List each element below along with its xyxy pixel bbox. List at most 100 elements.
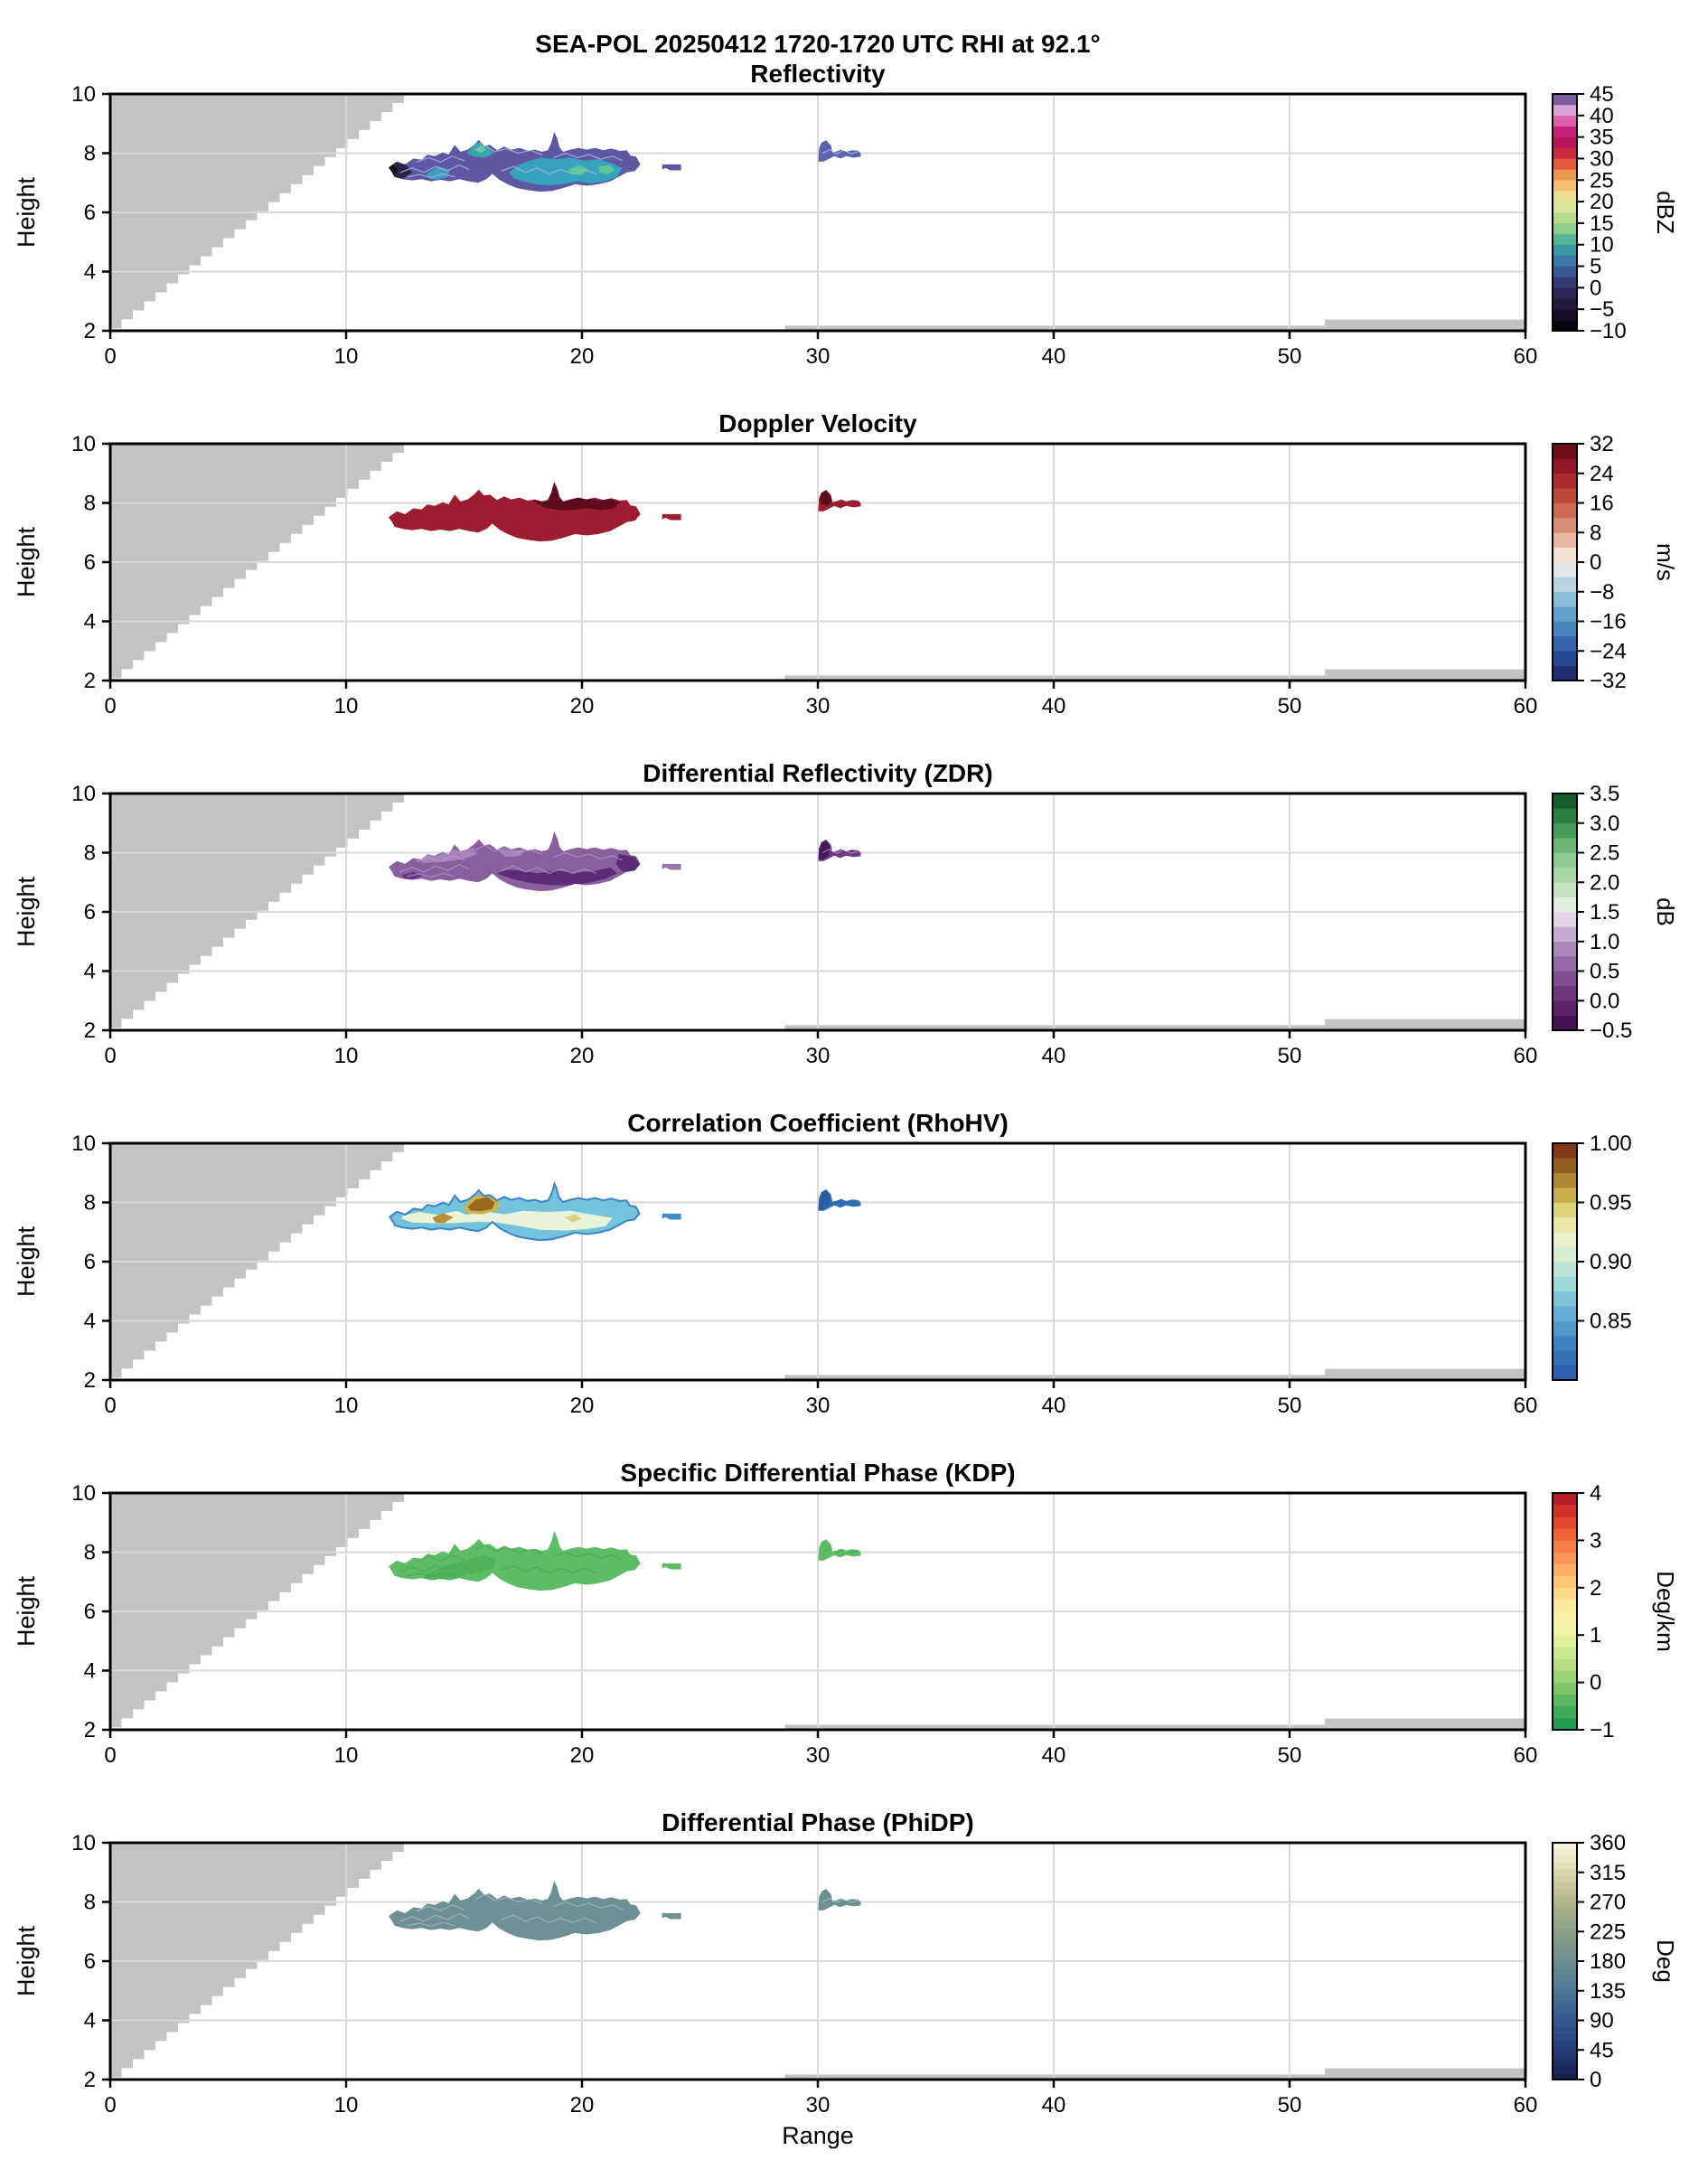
svg-text:0: 0 <box>104 1743 116 1768</box>
panel-title-doppler-velocity: Doppler Velocity <box>718 409 917 437</box>
svg-text:−5: −5 <box>1590 297 1614 322</box>
y-tick-labels: 2 4 6 8 10 <box>71 1481 110 1742</box>
svg-text:2: 2 <box>84 1019 96 1043</box>
svg-text:135: 135 <box>1590 1979 1626 2004</box>
svg-text:0: 0 <box>104 1394 116 1418</box>
svg-text:50: 50 <box>1278 344 1302 369</box>
svg-text:1.0: 1.0 <box>1590 930 1619 954</box>
svg-text:30: 30 <box>1590 146 1614 171</box>
svg-text:6: 6 <box>84 550 96 575</box>
svg-text:0: 0 <box>104 344 116 369</box>
svg-text:−32: −32 <box>1590 669 1627 693</box>
svg-text:40: 40 <box>1042 694 1066 718</box>
svg-text:50: 50 <box>1278 2093 1302 2117</box>
svg-text:24: 24 <box>1590 462 1614 486</box>
svg-text:4: 4 <box>84 960 96 984</box>
svg-text:0: 0 <box>1590 276 1601 300</box>
colorbar-unit-reflectivity: dBZ <box>1652 191 1679 234</box>
colorbar-doppler-velocity: 32 24 16 8 0 −8 −16 −24 −32 m/s <box>1552 432 1679 693</box>
svg-text:10: 10 <box>334 694 359 718</box>
svg-text:360: 360 <box>1590 1831 1626 1855</box>
svg-text:25: 25 <box>1590 168 1614 192</box>
panel-rhohv: 0 10 20 30 40 50 60 2 4 6 8 10 Height Correlation Coe… <box>13 1109 1632 1418</box>
panel-title-reflectivity: Reflectivity <box>750 60 886 88</box>
svg-text:45: 45 <box>1590 2038 1614 2062</box>
svg-text:20: 20 <box>570 1743 595 1768</box>
svg-text:0.95: 0.95 <box>1590 1191 1632 1216</box>
colorbar-unit-zdr: dB <box>1652 897 1679 926</box>
y-tick-labels: 2 4 6 8 10 <box>71 1831 110 2092</box>
svg-text:4: 4 <box>1590 1481 1601 1506</box>
svg-text:60: 60 <box>1514 2093 1538 2117</box>
panel-title-kdp: Specific Differential Phase (KDP) <box>620 1459 1015 1487</box>
svg-text:1.5: 1.5 <box>1590 900 1619 925</box>
svg-text:10: 10 <box>334 1394 359 1418</box>
svg-text:8: 8 <box>84 841 96 866</box>
svg-text:3.0: 3.0 <box>1590 812 1619 836</box>
svg-text:20: 20 <box>570 344 595 369</box>
echo-doppler-velocity <box>389 481 861 542</box>
svg-text:35: 35 <box>1590 126 1614 150</box>
svg-text:10: 10 <box>334 2093 359 2117</box>
svg-text:180: 180 <box>1590 1949 1626 1974</box>
svg-text:2: 2 <box>84 1718 96 1742</box>
y-axis-label: Height <box>13 876 40 947</box>
svg-text:−10: −10 <box>1590 319 1627 343</box>
colorbar-zdr: 3.5 3.0 2.5 2.0 1.5 1.0 0.5 0.0 −0.5 dB <box>1552 782 1679 1043</box>
svg-text:30: 30 <box>806 1394 831 1418</box>
y-axis-label: Height <box>13 1925 40 1996</box>
svg-text:−1: −1 <box>1590 1718 1614 1742</box>
svg-text:10: 10 <box>1590 233 1614 258</box>
svg-text:50: 50 <box>1278 1743 1302 1768</box>
svg-text:4: 4 <box>84 1659 96 1684</box>
svg-text:0.0: 0.0 <box>1590 989 1619 1013</box>
svg-text:−16: −16 <box>1590 610 1627 634</box>
svg-text:4: 4 <box>84 2009 96 2033</box>
svg-text:40: 40 <box>1042 1394 1066 1418</box>
svg-text:315: 315 <box>1590 1861 1626 1885</box>
svg-text:60: 60 <box>1514 1394 1538 1418</box>
svg-text:2: 2 <box>84 2068 96 2092</box>
svg-text:1.00: 1.00 <box>1590 1131 1632 1156</box>
svg-text:8: 8 <box>84 1541 96 1565</box>
svg-text:6: 6 <box>84 1600 96 1624</box>
svg-text:6: 6 <box>84 900 96 925</box>
colorbar-unit-doppler-velocity: m/s <box>1652 543 1679 581</box>
x-tick-labels: 0 10 20 30 40 50 60 <box>104 1730 1537 1768</box>
svg-text:−24: −24 <box>1590 639 1627 663</box>
svg-text:32: 32 <box>1590 432 1614 456</box>
svg-text:4: 4 <box>84 260 96 285</box>
svg-text:40: 40 <box>1042 2093 1066 2117</box>
svg-text:6: 6 <box>84 201 96 225</box>
svg-text:60: 60 <box>1514 694 1538 718</box>
svg-text:40: 40 <box>1042 344 1066 369</box>
svg-text:40: 40 <box>1042 1743 1066 1768</box>
y-axis-label: Height <box>13 526 40 597</box>
svg-text:5: 5 <box>1590 255 1601 279</box>
y-axis-label: Height <box>13 1575 40 1647</box>
svg-text:40: 40 <box>1042 1044 1066 1068</box>
svg-text:0: 0 <box>104 694 116 718</box>
svg-text:2: 2 <box>84 1368 96 1393</box>
svg-text:30: 30 <box>806 1743 831 1768</box>
svg-text:3.5: 3.5 <box>1590 782 1619 806</box>
gridlines <box>110 1143 1525 1380</box>
svg-text:20: 20 <box>1590 190 1614 214</box>
svg-text:10: 10 <box>334 1044 359 1068</box>
svg-text:0.90: 0.90 <box>1590 1250 1632 1274</box>
svg-text:10: 10 <box>334 344 359 369</box>
echo-reflectivity <box>389 131 861 192</box>
svg-text:60: 60 <box>1514 1044 1538 1068</box>
svg-text:6: 6 <box>84 1250 96 1274</box>
gridlines <box>110 793 1525 1030</box>
colorbar-rhohv: 1.00 0.95 0.90 0.85 <box>1552 1131 1632 1381</box>
figure-suptitle: SEA-POL 20250412 1720-1720 UTC RHI at 92… <box>535 30 1101 58</box>
x-tick-labels: 0 10 20 30 40 50 60 <box>104 1030 1537 1068</box>
x-tick-labels: 0 10 20 30 40 50 60 <box>104 2080 1537 2117</box>
svg-text:8: 8 <box>1590 521 1601 545</box>
panel-title-rhohv: Correlation Coefficient (RhoHV) <box>627 1109 1009 1137</box>
svg-text:10: 10 <box>71 1481 96 1506</box>
